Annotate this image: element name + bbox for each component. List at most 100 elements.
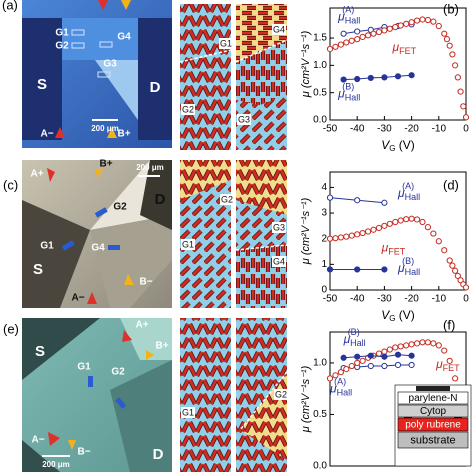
data-point — [326, 375, 334, 382]
drain-label: D — [155, 191, 166, 208]
micrograph-a: S D G1 G2 G3 G4 A− B+ 200 μm (a) — [2, 0, 172, 148]
data-point — [419, 16, 426, 23]
contact-arrow — [124, 274, 134, 285]
data-point — [441, 30, 448, 37]
label-bg — [274, 389, 287, 400]
series-label: μHall(B) — [397, 256, 420, 277]
data-point — [394, 73, 402, 80]
series-label-part: FET — [443, 363, 461, 373]
micrograph-e: S D G1 G2 A+ B+ A− B− 200 μm (e) — [3, 318, 172, 472]
y-tick-label: 1.0 — [313, 358, 327, 369]
scale-label: 200 μm — [136, 163, 164, 172]
gate-label: G1 — [220, 38, 232, 48]
data-point — [443, 36, 451, 43]
data-point — [392, 218, 399, 226]
data-point — [343, 233, 350, 240]
data-point — [343, 39, 350, 46]
data-point — [430, 18, 437, 25]
x-axis-label-part: V — [381, 308, 390, 322]
schematic-row-3: G1 G2 — [180, 318, 288, 472]
panel-label: (d) — [443, 177, 459, 192]
gate-label: G4 — [273, 24, 285, 34]
data-point — [354, 266, 361, 273]
data-point — [381, 222, 388, 229]
data-point — [348, 37, 355, 44]
data-point — [449, 262, 456, 269]
x-tick-label: 0 — [463, 124, 469, 135]
gate-label: G4 — [91, 243, 105, 254]
chart: 0 1 2 3 4 -50 -40 -30 -20 -10 0 μ (cm²V⁻¹s⁻¹) VG (V)… — [300, 171, 469, 323]
electrode — [138, 18, 172, 140]
series-label-part: μ — [337, 9, 345, 23]
gate-mark — [99, 41, 113, 48]
data-point — [403, 20, 410, 27]
data-point — [430, 340, 437, 347]
x-tick-label: -50 — [323, 124, 338, 135]
domain-boundary — [235, 244, 288, 251]
label-bg — [181, 407, 195, 418]
micrograph-c: S D G1 G2 G4 A+ B+ A− B− 200 μm (c) — [3, 159, 172, 308]
data-point — [446, 257, 453, 264]
gate-mark — [71, 42, 85, 49]
data-point — [408, 72, 415, 79]
series-label-part: (B) — [402, 256, 414, 266]
contact-label: B+ — [117, 129, 130, 140]
data-point — [413, 17, 421, 24]
scale-label: 200 μm — [42, 460, 70, 469]
data-point — [454, 74, 461, 81]
data-point — [408, 215, 415, 222]
data-point — [337, 369, 344, 376]
data-point — [419, 218, 426, 226]
data-point — [337, 234, 344, 241]
gate-label: G2 — [111, 367, 125, 378]
series-label-part: Hall — [405, 267, 421, 277]
contact-arrow — [55, 127, 65, 138]
source-label: S — [33, 261, 43, 278]
contact-arrow — [121, 0, 131, 10]
contact-arrow — [47, 168, 55, 182]
data-point — [354, 197, 361, 204]
gate-label: G2 — [221, 194, 233, 204]
domain-pattern — [180, 318, 231, 472]
contact-label: B+ — [155, 341, 168, 352]
data-point — [348, 232, 355, 239]
gate-mark — [71, 29, 85, 36]
series-label-part: Hall — [350, 339, 366, 349]
label-bg — [220, 194, 234, 205]
data-point — [424, 16, 432, 24]
data-point — [354, 359, 361, 367]
data-point — [435, 342, 442, 349]
data-point — [381, 199, 388, 206]
gate-label: G2 — [182, 104, 194, 114]
chart: 0.0 0.5 1.0 1.5 -50 -40 -30 -20 -10 0 μ (cm²V⁻¹s⁻¹… — [300, 1, 469, 153]
gate-label: G1 — [40, 241, 54, 252]
data-point — [359, 33, 366, 41]
x-tick-label: -40 — [350, 294, 365, 305]
data-point — [446, 357, 453, 364]
data-point — [392, 24, 399, 31]
scale-label: 200 μm — [91, 124, 119, 133]
x-tick-label: -30 — [377, 124, 392, 135]
gate-label: G3 — [103, 59, 117, 70]
x-axis-label: VG (V) — [381, 138, 415, 153]
x-tick-label: 0 — [463, 294, 469, 305]
gate-mark — [108, 245, 120, 250]
contact-label: A+ — [30, 169, 43, 180]
gate-label: G1 — [55, 28, 69, 39]
y-axis-label: μ (cm²V⁻¹s⁻¹) — [300, 197, 312, 265]
series-label-part: Hall — [405, 192, 421, 202]
gate-label: G4 — [117, 32, 131, 43]
drain-label: D — [153, 446, 164, 463]
contact-arrow — [122, 330, 132, 342]
x-tick-label: -20 — [404, 124, 419, 135]
contact-label: A− — [31, 435, 44, 446]
y-tick-label: 3 — [321, 208, 327, 219]
contact-arrow — [68, 440, 76, 450]
series-label: μHall(A) — [397, 181, 420, 202]
domain-boundary — [179, 49, 232, 63]
gate-label: G4 — [273, 256, 285, 266]
data-point — [452, 267, 459, 274]
domain — [62, 18, 138, 60]
data-point — [403, 216, 410, 223]
electrode — [416, 386, 450, 391]
